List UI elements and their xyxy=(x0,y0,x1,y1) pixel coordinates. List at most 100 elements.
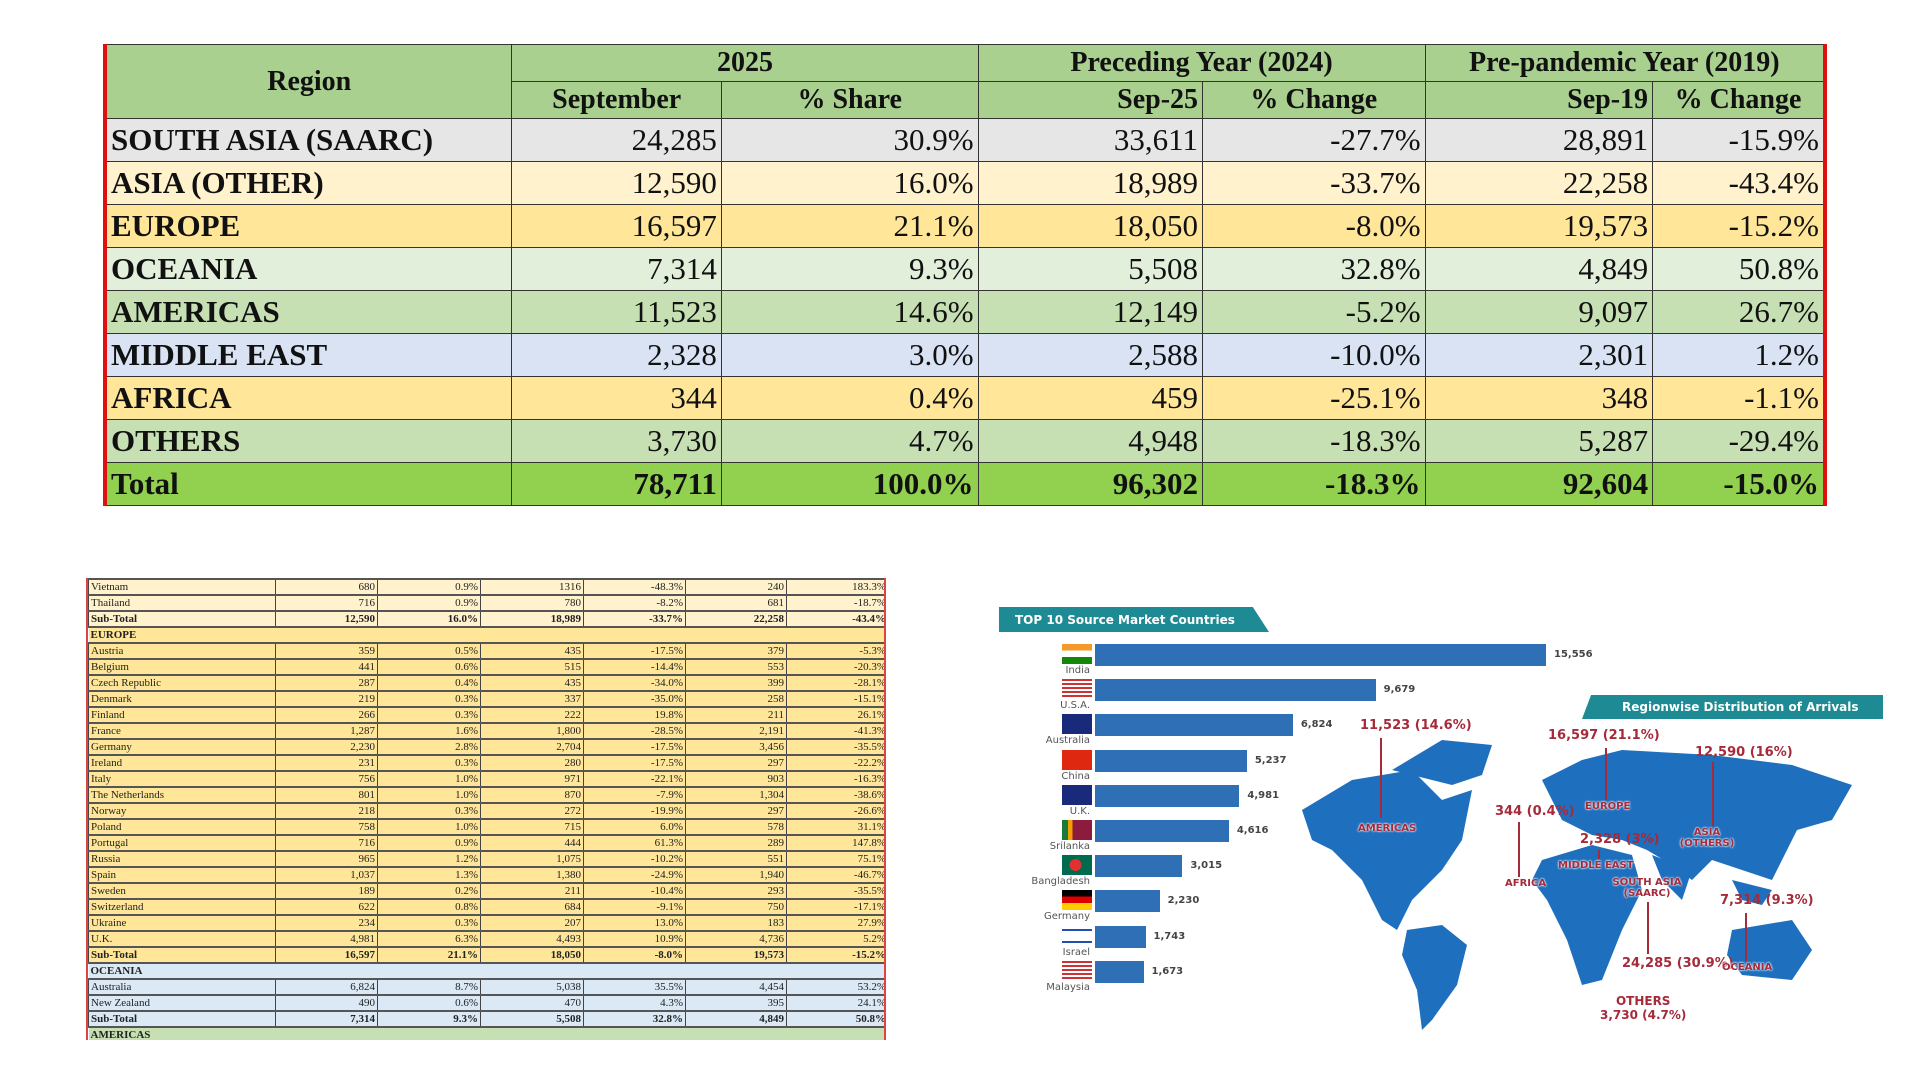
srilanka-flag-icon xyxy=(1062,820,1092,840)
region-name-label: MIDDLE EAST xyxy=(1558,860,1634,871)
detail-cell: 50.8% xyxy=(786,1010,884,1028)
region-value-label: 344 (0.4%) xyxy=(1495,804,1575,819)
cell-chg19: -1.1% xyxy=(1652,376,1826,420)
region-row: EUROPE 16,597 21.1% 18,050 -8.0% 19,573 -15.2% xyxy=(104,204,1826,248)
detail-cell: 756 xyxy=(275,770,378,788)
detail-cell: 2,704 xyxy=(480,738,584,756)
detail-cell: 4.3% xyxy=(583,994,686,1012)
cell-region: OTHERS xyxy=(104,419,513,463)
region-name-label: ASIA (OTHERS) xyxy=(1679,827,1735,849)
detail-cell: 551 xyxy=(685,850,787,868)
detail-cell: OCEANIA xyxy=(88,962,884,980)
cell-share: 0.4% xyxy=(720,376,979,420)
bangladesh-flag-icon xyxy=(1062,855,1092,876)
leader-line xyxy=(1647,902,1649,954)
bar-value-label: 3,015 xyxy=(1190,860,1223,872)
region-row: AFRICA 344 0.4% 459 -25.1% 348 -1.1% xyxy=(104,376,1826,420)
bar-value-label: 15,556 xyxy=(1554,649,1593,660)
detail-cell: 6.3% xyxy=(377,930,481,948)
detail-cell: 53.2% xyxy=(786,978,884,996)
country-label: Malaysia xyxy=(1046,981,1090,993)
detail-cell: -5.3% xyxy=(786,642,884,660)
top10-title-banner: TOP 10 Source Market Countries xyxy=(999,607,1269,632)
detail-cell: 9.3% xyxy=(377,1010,481,1028)
country-row: Ukraine 234 0.3% 207 13.0% 183 27.9% xyxy=(88,914,884,932)
detail-cell: -34.0% xyxy=(583,674,686,692)
bar-germany xyxy=(1095,890,1160,913)
detail-cell: 903 xyxy=(685,770,787,788)
leader-line xyxy=(1605,748,1607,800)
detail-cell: 0.9% xyxy=(377,834,481,852)
cell-chg24: -27.7% xyxy=(1202,118,1426,162)
cell-chg19: 1.2% xyxy=(1652,333,1826,377)
cell-region: AMERICAS xyxy=(104,290,513,334)
usa-flag-icon xyxy=(1062,679,1092,700)
detail-cell: 0.8% xyxy=(377,898,481,916)
country-label: U.K. xyxy=(1069,805,1090,817)
detail-cell: -17.1% xyxy=(786,898,884,916)
bar-value-label: 4,616 xyxy=(1236,825,1269,836)
section-row: AMERICAS xyxy=(88,1026,884,1040)
header-change-2024: % Change xyxy=(1202,81,1426,119)
detail-cell: 1,940 xyxy=(685,866,787,884)
header-2025: 2025 xyxy=(511,44,979,82)
detail-cell: Portugal xyxy=(88,834,276,852)
cell-y2024: 5,508 xyxy=(977,247,1204,291)
detail-cell: The Netherlands xyxy=(88,786,276,804)
detail-cell: 681 xyxy=(685,594,787,612)
bar-srilanka xyxy=(1095,820,1229,842)
cell-share: 9.3% xyxy=(720,247,979,291)
detail-cell: 183.3% xyxy=(786,578,884,596)
header-sep25: Sep-25 xyxy=(977,81,1204,119)
cell-sep: 3,730 xyxy=(511,419,722,463)
cell-y2024: 18,989 xyxy=(977,161,1204,205)
cell-chg24: -33.7% xyxy=(1202,161,1426,205)
detail-cell: 553 xyxy=(685,658,787,676)
detail-cell: -16.3% xyxy=(786,770,884,788)
detail-cell: 5,038 xyxy=(480,978,584,996)
cell-share: 16.0% xyxy=(720,161,979,205)
detail-cell: 515 xyxy=(480,658,584,676)
detail-cell: 1.0% xyxy=(377,818,481,836)
detail-cell: 870 xyxy=(480,786,584,804)
detail-cell: -35.5% xyxy=(786,738,884,756)
detail-cell: 21.1% xyxy=(377,946,481,964)
malaysia-flag-icon xyxy=(1062,960,1092,981)
detail-cell: 297 xyxy=(685,754,787,772)
cell-chg19: -15.2% xyxy=(1652,204,1826,248)
detail-cell: EUROPE xyxy=(88,626,884,644)
total-y2024: 96,302 xyxy=(977,462,1204,506)
detail-cell: -8.0% xyxy=(583,946,686,964)
detail-cell: 19.8% xyxy=(583,706,686,724)
detail-cell: 272 xyxy=(480,802,584,820)
header-2019: Pre-pandemic Year (2019) xyxy=(1424,44,1826,82)
detail-cell: 16,597 xyxy=(275,946,378,964)
country-row: Finland 266 0.3% 222 19.8% 211 26.1% xyxy=(88,706,884,724)
detail-cell: -48.3% xyxy=(583,578,686,596)
cell-sep: 11,523 xyxy=(511,290,722,334)
cell-chg24: -10.0% xyxy=(1202,333,1426,377)
detail-cell: -24.9% xyxy=(583,866,686,884)
country-row: Spain 1,037 1.3% 1,380 -24.9% 1,940 -46.7% xyxy=(88,866,884,884)
detail-cell: 293 xyxy=(685,882,787,900)
cell-y2019: 28,891 xyxy=(1424,118,1654,162)
detail-cell: Belgium xyxy=(88,658,276,676)
detail-cell: Finland xyxy=(88,706,276,724)
header-sep19: Sep-19 xyxy=(1424,81,1654,119)
detail-cell: -9.1% xyxy=(583,898,686,916)
detail-cell: France xyxy=(88,722,276,740)
detail-cell: 219 xyxy=(275,690,378,708)
detail-cell: 622 xyxy=(275,898,378,916)
detail-cell: 0.9% xyxy=(377,594,481,612)
detail-cell: 0.6% xyxy=(377,658,481,676)
detail-cell: -20.3% xyxy=(786,658,884,676)
country-row: Sweden 189 0.2% 211 -10.4% 293 -35.5% xyxy=(88,882,884,900)
region-value-label: 12,590 (16%) xyxy=(1695,745,1793,760)
detail-cell: 395 xyxy=(685,994,787,1012)
detail-cell: 61.3% xyxy=(583,834,686,852)
detail-cell: 1.2% xyxy=(377,850,481,868)
country-row: Thailand 716 0.9% 780 -8.2% 681 -18.7% xyxy=(88,594,884,612)
country-row: Italy 756 1.0% 971 -22.1% 903 -16.3% xyxy=(88,770,884,788)
leader-line xyxy=(1518,822,1520,877)
detail-cell: -35.0% xyxy=(583,690,686,708)
